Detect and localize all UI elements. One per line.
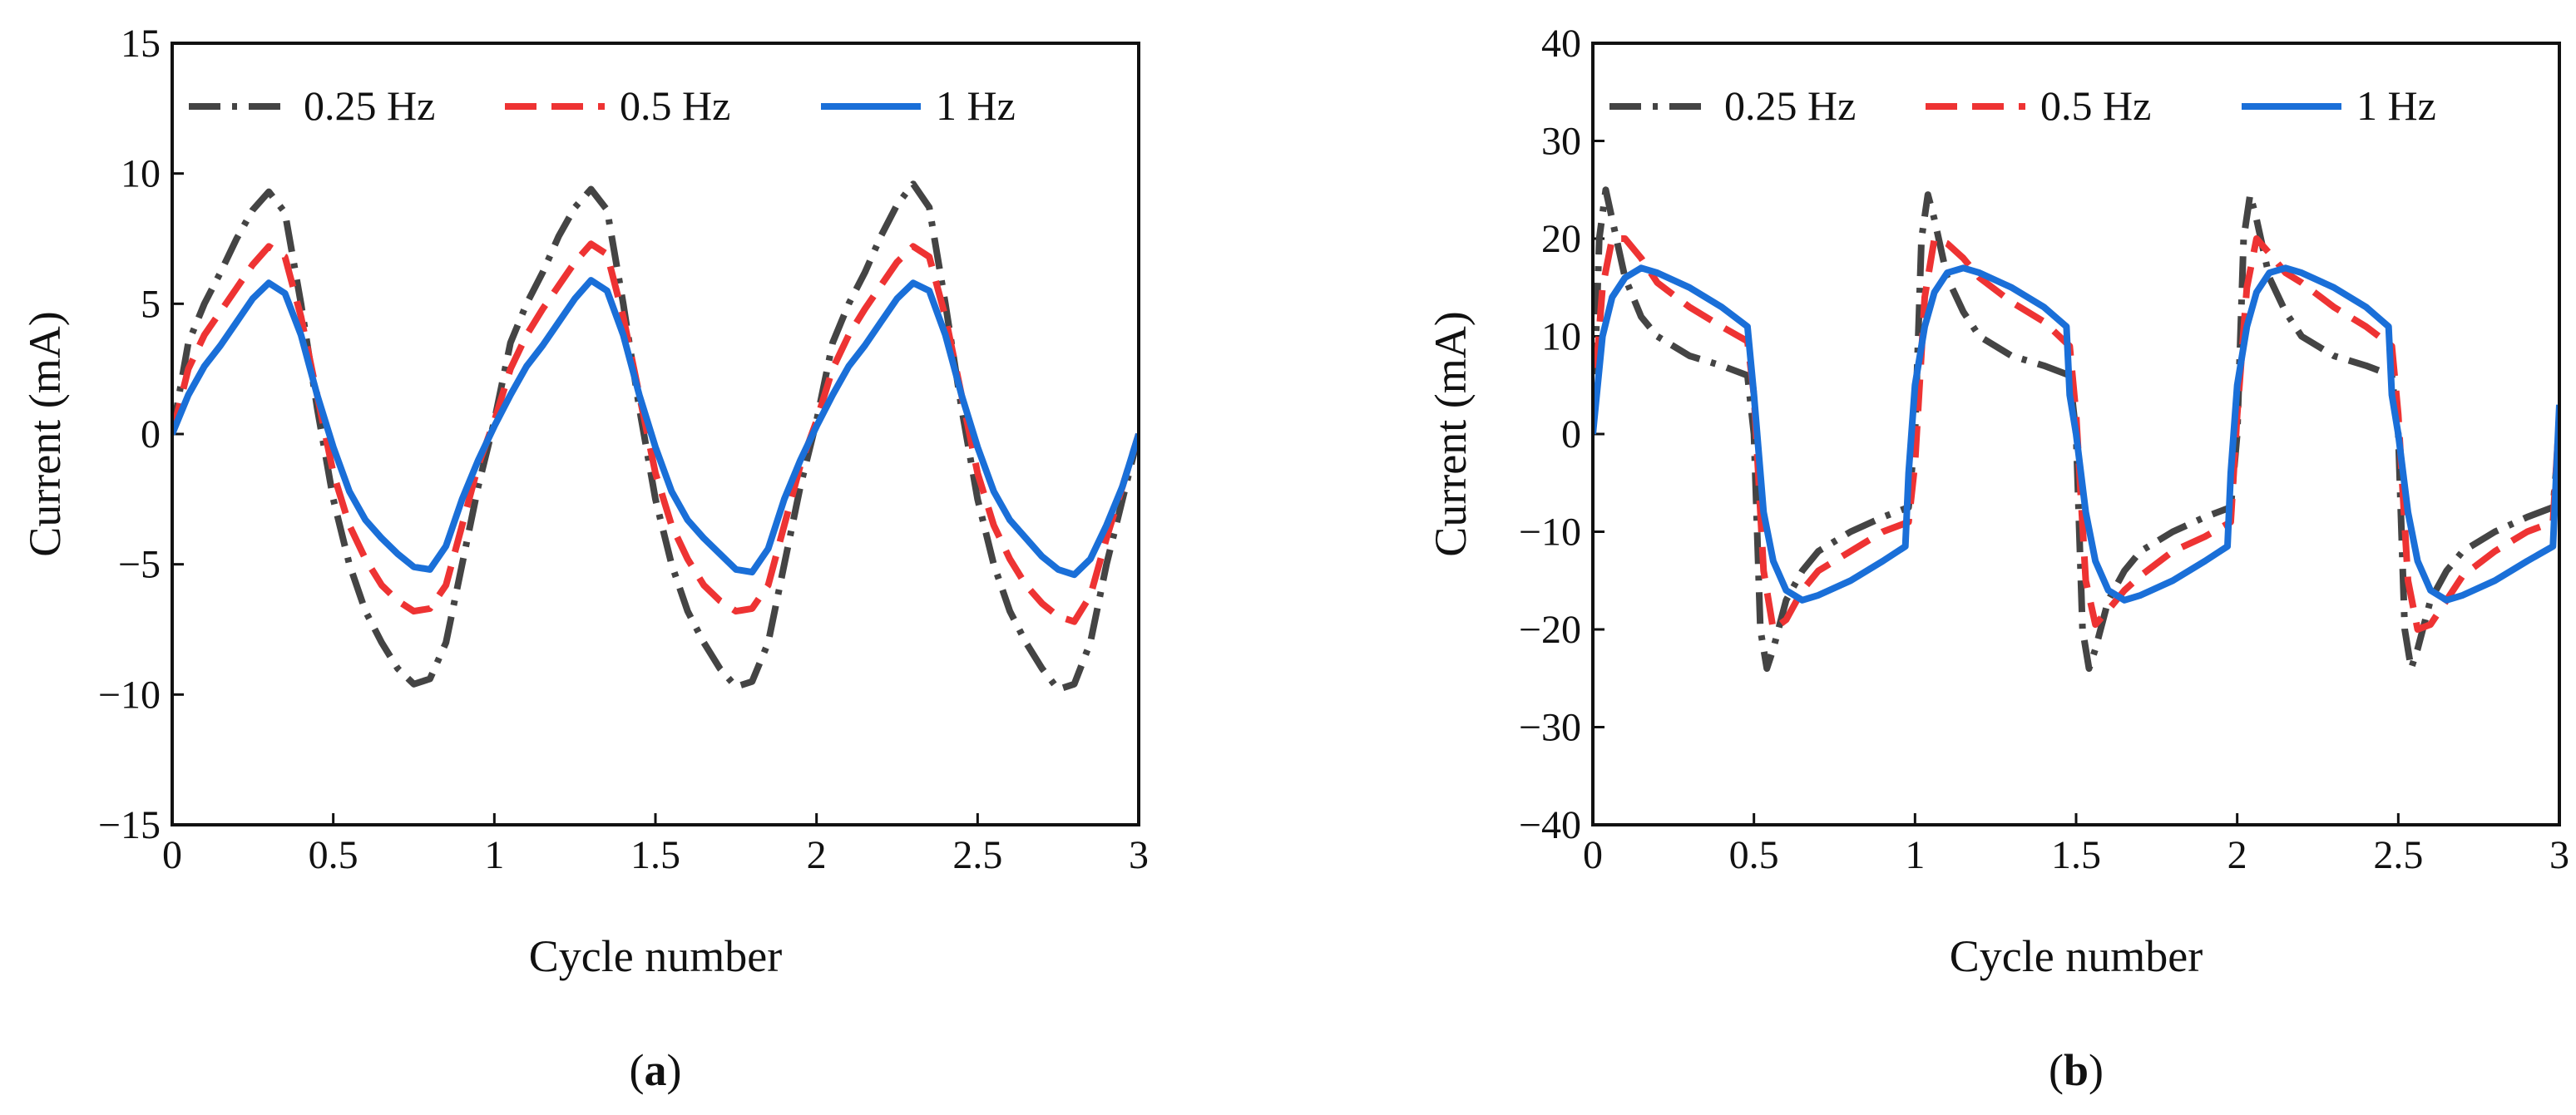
panel-b-x-tick-label: 0.5 [1729, 833, 1779, 877]
panel-a-x-tick-label: 1 [484, 833, 504, 877]
panel-a-y-axis-title: Current (mA) [20, 311, 70, 556]
panel-b-series-1hz [1593, 264, 2559, 604]
panel-b-y-tick-label: 40 [1541, 22, 1581, 66]
panel-b-x-tick-label: 3 [2549, 833, 2569, 877]
panel-a-y-tick-label: 5 [141, 282, 161, 326]
panel-a-legend-label: 0.25 Hz [304, 82, 435, 129]
panel-a-series [172, 180, 1139, 693]
panel-b-x-axis-title: Cycle number [1950, 931, 2203, 981]
panel-a-x-tick-label: 3 [1129, 833, 1149, 877]
panel-a-plot-frame [171, 42, 1140, 826]
panel-a-legend-label: 1 Hz [936, 82, 1016, 129]
panel-b-x-tick-label: 2.5 [2373, 833, 2423, 877]
panel-a-y-tick-label: −5 [118, 543, 161, 587]
panel-b-y-tick-label: 10 [1541, 315, 1581, 359]
panel-a-letter: a [645, 1045, 667, 1095]
panel-b-y-tick-label: −10 [1519, 511, 1581, 555]
chart-panel-a: 0 0.5 1 1.5 2 2.5 3 −15 −10 −5 0 5 10 15 0.25 Hz 0.5 H… [20, 22, 1149, 1095]
panel-b-x-tick-label: 1 [1905, 833, 1925, 877]
panel-a-x-tick-label: 0.5 [309, 833, 358, 877]
panel-b-series [1593, 186, 2559, 672]
panel-b-legend-label: 0.25 Hz [1724, 82, 1856, 129]
panel-a-y-tick-label: −15 [98, 803, 161, 847]
panel-b-y-tick-label: −20 [1519, 608, 1581, 652]
panel-b-legend: 0.25 Hz 0.5 Hz 1 Hz [1609, 82, 2436, 129]
panel-b-y-axis-title: Current (mA) [1426, 311, 1476, 556]
panel-b-x-tick-label: 0 [1583, 833, 1603, 877]
panel-a-y-tick-label: 0 [141, 412, 161, 456]
panel-a-x-tick-label: 2.5 [952, 833, 1002, 877]
panel-a-x-tick-label: 0 [162, 833, 182, 877]
panel-a-caption: (a) [630, 1045, 682, 1095]
panel-b-y-tick-label: 20 [1541, 217, 1581, 261]
panel-b-y-tick-label: 30 [1541, 120, 1581, 164]
panel-a-series-1hz [172, 277, 1139, 579]
panel-b-letter: b [2064, 1045, 2089, 1095]
panel-a-tick-labels: 0 0.5 1 1.5 2 2.5 3 −15 −10 −5 0 5 10 15 [98, 22, 1149, 877]
panel-b-tick-labels: 0 0.5 1 1.5 2 2.5 3 −40 −30 −20 −10 0 10 20 30 40 [1519, 22, 2569, 877]
panel-a-y-tick-label: −10 [98, 673, 161, 717]
panel-b-legend-label: 1 Hz [2356, 82, 2436, 129]
panel-b-plot-frame [1591, 42, 2561, 826]
panel-b-caption: (b) [2049, 1045, 2104, 1095]
panel-b-y-tick-label: −40 [1519, 803, 1581, 847]
panel-b-legend-label: 0.5 Hz [2040, 82, 2151, 129]
panel-b-x-tick-label: 1.5 [2051, 833, 2101, 877]
panel-b-y-tick-label: 0 [1561, 412, 1581, 456]
panel-a-legend-label: 0.5 Hz [620, 82, 730, 129]
chart-panel-b: 0 0.5 1 1.5 2 2.5 3 −40 −30 −20 −10 0 10 20 30 40 0.25 … [1426, 22, 2569, 1095]
panel-a-y-tick-label: 10 [121, 152, 161, 196]
panel-b-y-tick-label: −30 [1519, 706, 1581, 750]
panel-a-x-tick-label: 1.5 [630, 833, 680, 877]
panel-b-x-tick-label: 2 [2227, 833, 2247, 877]
panel-a-series-0p5hz [172, 240, 1139, 625]
panel-a-legend: 0.25 Hz 0.5 Hz 1 Hz [189, 82, 1016, 129]
panel-a-x-tick-label: 2 [807, 833, 827, 877]
panel-a-x-axis-title: Cycle number [529, 931, 782, 981]
panel-a-series-0p25hz [172, 180, 1139, 693]
panel-a-y-tick-label: 15 [121, 22, 161, 66]
